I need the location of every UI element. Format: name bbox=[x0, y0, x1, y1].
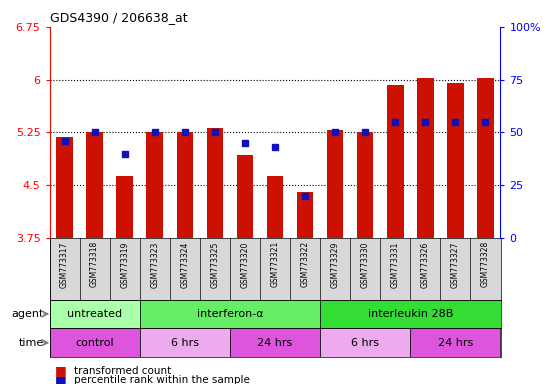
Text: 24 hrs: 24 hrs bbox=[257, 338, 293, 348]
Bar bbox=[207, 128, 223, 238]
Bar bbox=[146, 132, 163, 238]
Text: 6 hrs: 6 hrs bbox=[171, 338, 199, 348]
Text: GDS4390 / 206638_at: GDS4390 / 206638_at bbox=[50, 11, 187, 24]
Text: GSM773325: GSM773325 bbox=[210, 241, 219, 288]
Text: ■: ■ bbox=[55, 374, 67, 384]
Bar bbox=[320, 328, 410, 357]
Text: untreated: untreated bbox=[67, 309, 122, 319]
Text: GSM773319: GSM773319 bbox=[120, 241, 129, 288]
Text: transformed count: transformed count bbox=[74, 366, 172, 376]
Bar bbox=[140, 328, 230, 357]
Text: GSM773320: GSM773320 bbox=[240, 241, 250, 288]
Text: GSM773322: GSM773322 bbox=[300, 241, 310, 287]
Text: interleukin 28B: interleukin 28B bbox=[367, 309, 453, 319]
Bar bbox=[140, 300, 320, 328]
Bar bbox=[320, 300, 500, 328]
Bar bbox=[387, 84, 404, 238]
Bar bbox=[357, 132, 373, 238]
Text: GSM773323: GSM773323 bbox=[150, 241, 159, 288]
Bar bbox=[236, 155, 253, 238]
Text: interferon-α: interferon-α bbox=[196, 309, 263, 319]
Text: 24 hrs: 24 hrs bbox=[438, 338, 473, 348]
Bar bbox=[267, 176, 283, 238]
Text: GSM773321: GSM773321 bbox=[271, 241, 279, 287]
Text: GSM773317: GSM773317 bbox=[60, 241, 69, 288]
Bar bbox=[230, 328, 320, 357]
Text: GSM773327: GSM773327 bbox=[451, 241, 460, 288]
Text: GSM773331: GSM773331 bbox=[390, 241, 400, 288]
Bar bbox=[447, 83, 464, 238]
Text: GSM773318: GSM773318 bbox=[90, 241, 99, 287]
Bar bbox=[86, 132, 103, 238]
Bar bbox=[327, 130, 343, 238]
Text: GSM773324: GSM773324 bbox=[180, 241, 189, 288]
Bar bbox=[50, 328, 140, 357]
Text: percentile rank within the sample: percentile rank within the sample bbox=[74, 375, 250, 384]
Text: 6 hrs: 6 hrs bbox=[351, 338, 379, 348]
Text: GSM773326: GSM773326 bbox=[421, 241, 430, 288]
Text: GSM773330: GSM773330 bbox=[361, 241, 370, 288]
Bar bbox=[410, 328, 500, 357]
Text: control: control bbox=[75, 338, 114, 348]
Bar bbox=[117, 176, 133, 238]
Text: agent: agent bbox=[12, 309, 44, 319]
Bar bbox=[56, 137, 73, 238]
Bar bbox=[477, 78, 494, 238]
Text: ■: ■ bbox=[55, 364, 67, 377]
Text: GSM773328: GSM773328 bbox=[481, 241, 490, 287]
Text: time: time bbox=[19, 338, 44, 348]
Bar bbox=[50, 300, 140, 328]
Bar bbox=[177, 132, 193, 238]
Bar bbox=[417, 78, 433, 238]
Bar bbox=[297, 192, 313, 238]
Text: GSM773329: GSM773329 bbox=[331, 241, 340, 288]
